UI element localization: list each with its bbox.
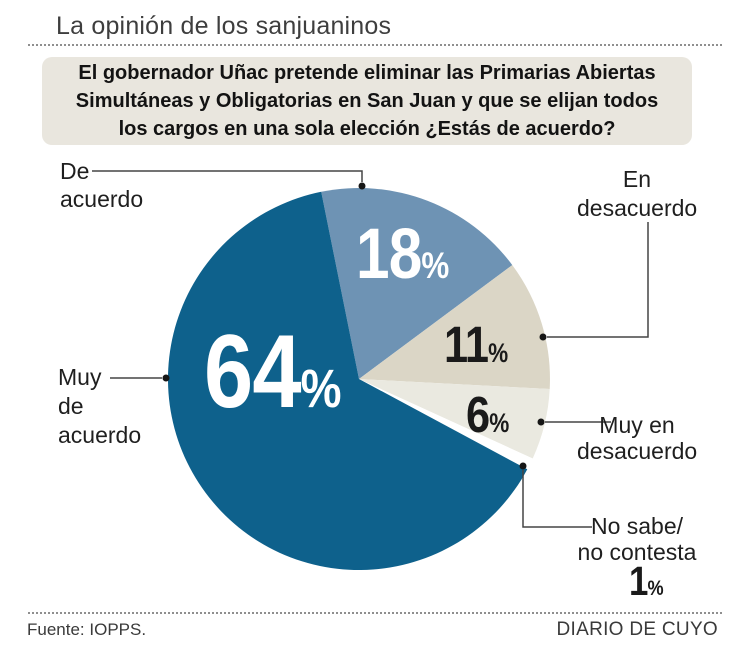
- credit-text: DIARIO DE CUYO: [556, 619, 718, 640]
- question-box: El gobernador Uñac pretende eliminar las…: [42, 57, 692, 145]
- callout-dot-en-desacuerdo: [539, 333, 547, 341]
- percent-sign: %: [647, 576, 664, 600]
- percent-sign: %: [488, 338, 509, 368]
- pie-slice-no-sabe-no-contesta: [359, 379, 533, 470]
- percent-sign: %: [421, 245, 450, 286]
- page-title: La opinión de los sanjuaninos: [56, 12, 392, 40]
- dotted-divider-bottom: [28, 612, 722, 614]
- pie-slices: [167, 188, 550, 571]
- callout-dot-de-acuerdo: [358, 182, 366, 190]
- callout-line-de-acuerdo: [92, 170, 363, 182]
- slice-label-en-desacuerdo: En desacuerdo: [577, 166, 698, 221]
- callout-dot-no-sabe: [519, 462, 527, 470]
- value-label-de-acuerdo: 18%: [356, 219, 449, 290]
- question-line: los cargos en una sola elección ¿Estás d…: [118, 118, 616, 140]
- slice-label-muy-de-acuerdo: Muy de acuerdo: [58, 364, 142, 448]
- callout-dots: [162, 182, 547, 470]
- value-number: 6: [466, 386, 490, 443]
- value-number: 1: [629, 558, 648, 604]
- value-number: 64: [204, 314, 301, 430]
- value-number: 11: [444, 316, 489, 373]
- value-label-no-sabe: 1%: [629, 561, 664, 602]
- value-label-muy-en-desacuerdo: 6%: [466, 389, 509, 440]
- callout-line-no-sabe: [522, 470, 592, 528]
- question-line: Simultáneas y Obligatorias en San Juan y…: [75, 90, 659, 112]
- slice-label-no-sabe: No sabe/ no contesta: [577, 513, 697, 565]
- callout-line-en-desacuerdo: [547, 222, 649, 338]
- question-line: El gobernador Uñac pretende eliminar las…: [78, 62, 656, 84]
- pie-slice-en-desacuerdo: [359, 265, 550, 389]
- percent-sign: %: [300, 359, 342, 419]
- source-text: Fuente: IOPPS.: [27, 620, 147, 639]
- pie-slice-muy-en-desacuerdo: [359, 379, 550, 459]
- value-label-muy-de-acuerdo: 64%: [204, 320, 342, 424]
- pie-slice-de-acuerdo: [321, 188, 513, 379]
- slice-label-de-acuerdo: De acuerdo: [60, 158, 144, 212]
- callout-dot-muy-de-acuerdo: [162, 374, 170, 382]
- value-number: 18: [356, 215, 422, 294]
- value-label-en-desacuerdo: 11%: [444, 319, 508, 370]
- pie-slice-muy-de-acuerdo: [167, 191, 528, 571]
- callout-lines: [92, 170, 649, 528]
- callout-dot-muy-en-desacuerdo: [537, 418, 545, 426]
- percent-sign: %: [489, 408, 510, 438]
- slice-label-muy-en-desacuerdo: Muy en desacuerdo: [577, 412, 698, 464]
- dotted-divider-top: [28, 44, 722, 46]
